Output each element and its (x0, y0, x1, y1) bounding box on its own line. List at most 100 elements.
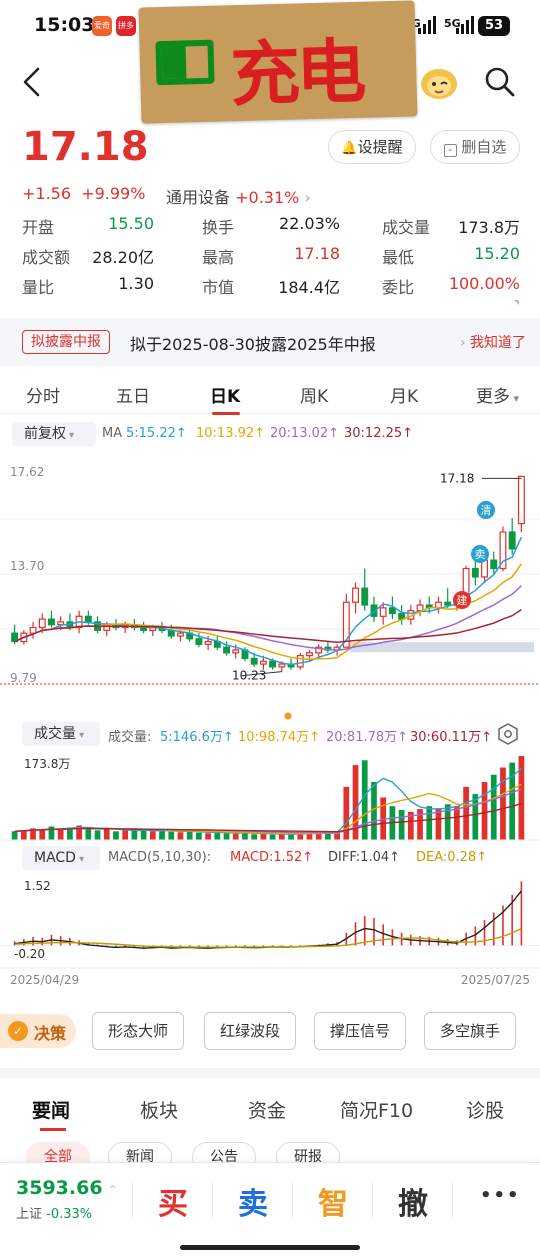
divider (132, 1183, 133, 1217)
event-dot (284, 712, 292, 720)
chip-red-green-band[interactable]: 红绿波段 (204, 1012, 296, 1050)
app-notification-icon: 拼多 (116, 16, 136, 36)
volume-bar (57, 829, 64, 840)
candle-body (471, 567, 479, 578)
index-change: -0.33% (46, 1207, 93, 1222)
smart-button[interactable]: 智 (318, 1187, 348, 1222)
candle-body (269, 660, 277, 668)
macd-value: MACD:1.52↑ (230, 850, 314, 865)
tab-capital[interactable]: 资金 (248, 1100, 287, 1122)
trade-marker (471, 545, 489, 563)
macd-legend: MACD ▾ MACD(5,10,30): MACD:1.52↑ DIFF:1.… (0, 846, 540, 872)
volume-bar (48, 826, 55, 840)
candle-body (517, 475, 525, 525)
tab-monthly-k[interactable]: 月K (390, 387, 419, 407)
settings-hexagon-icon[interactable] (496, 722, 520, 746)
tab-daily-k[interactable]: 日K (210, 387, 241, 407)
volume-bar (251, 834, 258, 840)
set-alert-button[interactable]: 🔔设提醒 (328, 130, 416, 164)
macd-chart[interactable]: 1.52 -0.20 2025/04/29 2025/07/25 (0, 872, 540, 992)
status-bar: 15:03 爱奇 拼多 5G 5G 53 (0, 0, 540, 52)
tab-headlines[interactable]: 要闻 (32, 1100, 71, 1122)
volume-bar (352, 765, 359, 840)
macd-max-label: 1.52 (24, 879, 51, 893)
vol10-value: 10:98.74万↑ (238, 730, 321, 745)
volume-bar (113, 831, 119, 840)
x-axis-label-start: 2025/04/29 (10, 973, 79, 987)
diff-line (14, 890, 522, 949)
chip-pattern-master[interactable]: 形态大师 (92, 1012, 184, 1050)
chevron-left-icon[interactable] (20, 66, 44, 98)
tab-more[interactable]: 更多 ▾ (476, 387, 520, 407)
candle-body (177, 632, 184, 637)
sell-button[interactable]: 卖 (238, 1187, 268, 1222)
volume-bar (122, 830, 129, 840)
chevron-up-icon: ⌃ (107, 1183, 118, 1197)
dismiss-label: 我知道了 (470, 335, 526, 351)
top-nav (0, 52, 540, 112)
volume-bar (297, 833, 304, 840)
bottom-trade-bar: 3593.66 ⌃ 上证 -0.33% 买 卖 智 撤 ••• (0, 1162, 540, 1260)
candle-body (278, 663, 286, 668)
dea-line (14, 927, 522, 948)
volume-dropdown[interactable]: 成交量 ▾ (22, 722, 100, 746)
index-name: 上证 (16, 1207, 43, 1222)
tab-diagnosis[interactable]: 诊股 (466, 1100, 505, 1122)
price-change: +1.56 +9.99% (22, 184, 145, 203)
volume-bar (380, 797, 387, 840)
chip-bull-bear[interactable]: 多空旗手 (424, 1012, 516, 1050)
cancel-order-button[interactable]: 撤 (398, 1187, 428, 1222)
adjust-dropdown[interactable]: 前复权 ▾ (12, 422, 96, 446)
tab-profile[interactable]: 简况F10 (340, 1100, 414, 1122)
trade-marker-label: 清 (481, 504, 492, 517)
sector-change: +0.31% (235, 188, 300, 207)
volume-bar (269, 834, 276, 840)
candle-body (195, 638, 203, 645)
quote-value: 1.30 (118, 274, 154, 293)
ma30-line (14, 609, 522, 643)
macd-dropdown[interactable]: MACD ▾ (22, 846, 100, 870)
buy-button[interactable]: 买 (158, 1187, 188, 1222)
remove-watchlist-button[interactable]: - 删自选 (430, 130, 520, 164)
search-icon[interactable] (484, 66, 516, 98)
volume-bar (407, 811, 414, 840)
notice-banner[interactable]: 拟披露中报 拟于2025-08-30披露2025年中报 › 我知道了 (0, 318, 540, 366)
tab-intraday[interactable]: 分时 (26, 387, 60, 407)
lion-mascot-icon[interactable] (418, 62, 460, 102)
kline-chart[interactable]: 17.62 13.70 9.79 17.18 10.23 清卖建 (0, 448, 540, 720)
volume-bar (288, 834, 294, 840)
tab-weekly-k[interactable]: 周K (300, 387, 329, 407)
quote-value: 184.4亿 (278, 278, 340, 297)
dismiss-notice-button[interactable]: › 我知道了 (459, 335, 526, 351)
trade-marker-label: 建 (457, 593, 468, 607)
decision-badge[interactable]: ✓ 决策 (0, 1014, 76, 1048)
ma30-value: 30:12.25↑ (344, 426, 414, 441)
tab-five-day[interactable]: 五日 (116, 387, 150, 407)
y-tick-label: 13.70 (10, 559, 44, 573)
volume-bar (260, 833, 267, 840)
x-axis-label-end: 2025/07/25 (461, 973, 530, 987)
vol20-value: 20:81.78万↑ (326, 730, 409, 745)
quote-label: 成交量 (382, 218, 431, 237)
quote-label: 委比 (382, 278, 415, 297)
ma5-line (14, 536, 523, 666)
volume-bar (334, 832, 340, 840)
quote-label: 量比 (22, 278, 55, 297)
vol5-value: 5:146.6万↑ (160, 730, 234, 745)
tab-sector[interactable]: 板块 (140, 1100, 179, 1122)
volume-bar (177, 832, 184, 840)
divider (292, 1183, 293, 1217)
sector-link[interactable]: 通用设备 +0.31% › (166, 188, 311, 207)
volume-bar (361, 760, 368, 840)
volume-chart[interactable]: 173.8万 (0, 748, 540, 844)
candle-body (508, 531, 516, 550)
more-button[interactable]: ••• (480, 1185, 521, 1206)
candle-body (490, 559, 498, 570)
signal-bars-icon (456, 16, 474, 34)
sector-name: 通用设备 (166, 188, 231, 207)
active-tab-indicator (212, 412, 240, 415)
candle-body (296, 655, 304, 668)
chip-support-resistance[interactable]: 撑压信号 (314, 1012, 406, 1050)
quote-value: 173.8万 (458, 218, 520, 237)
index-ticker[interactable]: 3593.66 ⌃ 上证 -0.33% (16, 1177, 126, 1222)
